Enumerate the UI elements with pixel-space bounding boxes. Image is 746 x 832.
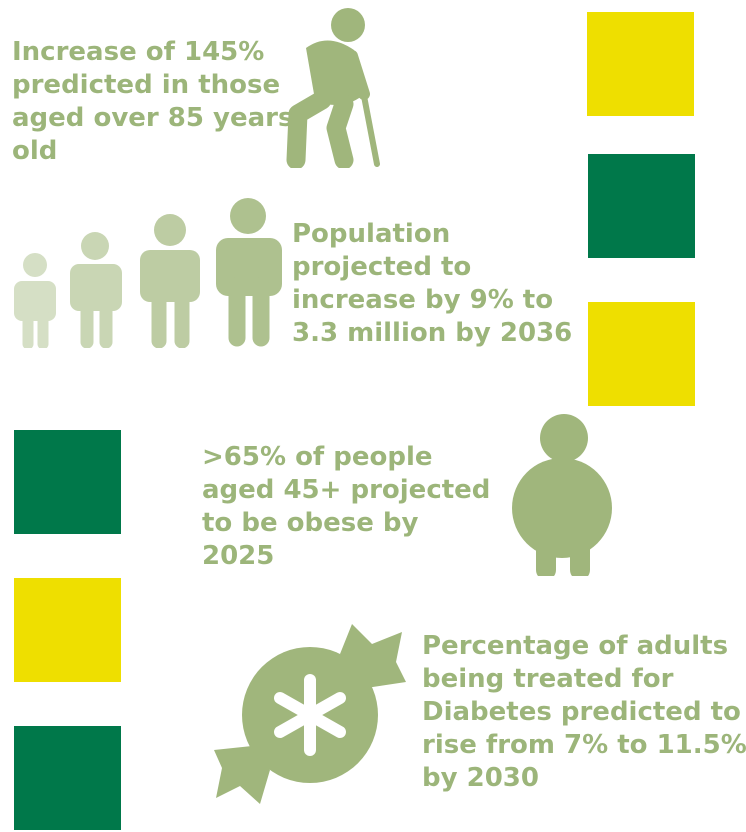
sweet-candy-icon (214, 624, 406, 804)
elderly-person-with-cane-icon (286, 8, 380, 168)
person-icon (140, 214, 200, 348)
stat-line: to be obese by (202, 508, 419, 538)
yellow-square-right (588, 302, 695, 406)
stat-line: projected to (292, 252, 472, 282)
population-growth-people-icon (14, 198, 282, 348)
obesity-projection-text: >65% of people aged 45+ projected to be … (202, 441, 490, 573)
yellow-square-left (14, 578, 121, 682)
stat-line: Percentage of adults (422, 631, 729, 661)
dark-green-square-right (588, 154, 695, 258)
obese-person-icon (512, 414, 612, 576)
stat-line: 3.3 million by 2036 (292, 318, 573, 348)
yellow-square-top-right (587, 12, 694, 116)
diabetes-projection-text: Percentage of adults being treated for D… (422, 630, 746, 795)
stat-line: Diabetes predicted to (422, 697, 741, 727)
dark-green-square-left-bottom (14, 726, 121, 830)
stat-line: Increase of 145% (12, 37, 265, 67)
stat-line: by 2030 (422, 763, 539, 793)
stat-line: Population (292, 219, 451, 249)
stat-line: being treated for (422, 664, 674, 694)
stat-line: aged over 85 years (12, 103, 294, 133)
stat-line: >65% of people (202, 442, 433, 472)
stat-line: rise from 7% to 11.5% (422, 730, 746, 760)
stat-line: 2025 (202, 541, 275, 571)
stat-line: increase by 9% to (292, 285, 554, 315)
stat-line: old (12, 136, 58, 166)
person-icon (70, 232, 122, 348)
dark-green-square-left-top (14, 430, 121, 534)
elderly-increase-text: Increase of 145% predicted in those aged… (12, 36, 293, 168)
population-projection-text: Population projected to increase by 9% t… (292, 218, 572, 350)
person-icon (14, 253, 56, 348)
person-icon (216, 198, 282, 347)
stat-line: aged 45+ projected (202, 475, 491, 505)
stat-line: predicted in those (12, 70, 281, 100)
